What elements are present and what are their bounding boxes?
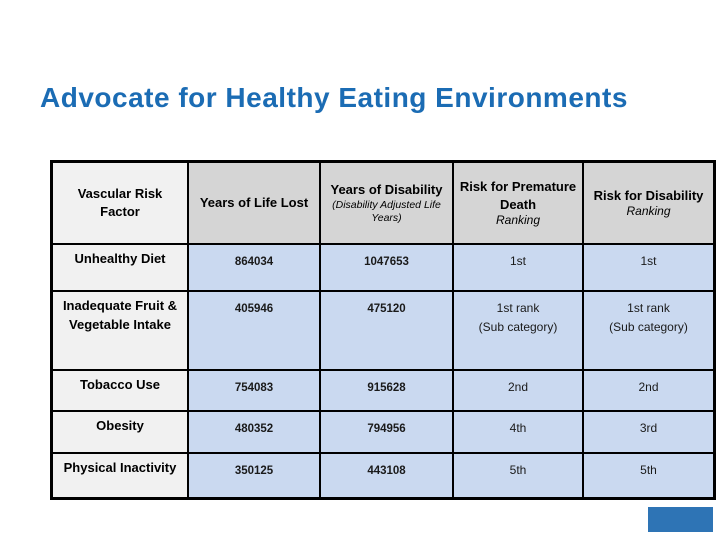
table-row-tobacco-use: Tobacco Use 754083 915628 2nd 2nd: [50, 369, 716, 412]
years-of-disability-value: 475120: [367, 303, 406, 315]
years-of-life-lost-value: 864034: [234, 256, 274, 268]
disability-ranking-cell: 2nd: [582, 369, 716, 412]
years-of-disability-cell: 475120: [319, 290, 454, 371]
factor-cell: Obesity: [50, 410, 189, 454]
table-row-inadequate-fruit-vegetable-intake: Inadequate Fruit & Vegetable Intake 4059…: [50, 290, 716, 371]
years-of-life-lost-cell: 754083: [187, 369, 321, 412]
years-of-life-lost-cell: 350125: [187, 452, 321, 500]
premature-death-ranking-cell: 2nd: [452, 369, 584, 412]
premature-death-ranking-value: 1st: [509, 254, 526, 268]
years-of-life-lost-cell: 405946: [187, 290, 321, 371]
premature-death-ranking-cell: 1st rank (Sub category): [452, 290, 584, 371]
years-of-disability-value: 915628: [367, 382, 406, 394]
premature-death-ranking-cell: 5th: [452, 452, 584, 500]
factor-cell: Tobacco Use: [50, 369, 189, 412]
header-label: Years of Life Lost: [199, 195, 309, 211]
slide-accent-bar: [648, 507, 713, 532]
header-label: Risk for Disability: [593, 187, 704, 203]
premature-death-ranking-value: 4th: [509, 421, 527, 435]
years-of-life-lost-cell: 864034: [187, 243, 321, 292]
factor-label: Physical Inactivity: [63, 460, 177, 475]
vascular-risk-table: Vascular Risk Factor Years of Life Lost …: [50, 160, 716, 500]
factor-label: Obesity: [96, 418, 144, 433]
factor-label: Inadequate Fruit & Vegetable Intake: [62, 298, 178, 332]
header-subnote: Ranking: [495, 213, 541, 228]
disability-ranking-cell: 3rd: [582, 410, 716, 454]
disability-ranking-cell: 1st: [582, 243, 716, 292]
years-of-disability-cell: 794956: [319, 410, 454, 454]
header-years-of-life-lost: Years of Life Lost: [187, 160, 321, 245]
premature-death-ranking-subnote: (Sub category): [478, 320, 558, 335]
years-of-life-lost-value: 350125: [234, 465, 274, 477]
years-of-life-lost-value: 480352: [234, 423, 274, 435]
years-of-disability-value: 1047653: [364, 256, 409, 268]
table-row-unhealthy-diet: Unhealthy Diet 864034 1047653 1st 1st: [50, 243, 716, 292]
slide-title: Advocate for Healthy Eating Environments: [40, 82, 628, 113]
disability-ranking-value: 1st rank: [627, 301, 670, 315]
disability-ranking-value: 1st: [640, 254, 657, 268]
header-years-of-disability: Years of Disability (Disability Adjusted…: [319, 160, 454, 245]
years-of-disability-cell: 915628: [319, 369, 454, 412]
disability-ranking-value: 3rd: [639, 421, 658, 435]
header-label: Years of Disability: [330, 182, 443, 198]
factor-cell: Inadequate Fruit & Vegetable Intake: [50, 290, 189, 371]
premature-death-ranking-cell: 4th: [452, 410, 584, 454]
header-vascular-risk-factor: Vascular Risk Factor: [50, 160, 189, 245]
table-row-physical-inactivity: Physical Inactivity 350125 443108 5th 5t…: [50, 452, 716, 500]
years-of-disability-value: 794956: [367, 423, 406, 435]
years-of-disability-cell: 1047653: [319, 243, 454, 292]
years-of-life-lost-value: 405946: [234, 303, 274, 315]
disability-ranking-value: 5th: [640, 463, 657, 477]
factor-label: Unhealthy Diet: [74, 251, 166, 266]
disability-ranking-value: 2nd: [638, 380, 659, 394]
premature-death-ranking-value: 2nd: [507, 380, 529, 394]
factor-cell: Physical Inactivity: [50, 452, 189, 500]
header-subnote: (Disability Adjusted Life Years): [332, 198, 441, 224]
premature-death-ranking-cell: 1st: [452, 243, 584, 292]
table-header-row: Vascular Risk Factor Years of Life Lost …: [50, 160, 716, 245]
header-risk-premature-death: Risk for Premature Death Ranking: [452, 160, 584, 245]
factor-label: Tobacco Use: [80, 377, 160, 392]
table-row-obesity: Obesity 480352 794956 4th 3rd: [50, 410, 716, 454]
header-subnote: Ranking: [626, 204, 671, 219]
years-of-life-lost-value: 754083: [234, 382, 274, 394]
years-of-disability-value: 443108: [367, 465, 406, 477]
premature-death-ranking-value: 1st rank: [496, 301, 540, 315]
header-risk-disability: Risk for Disability Ranking: [582, 160, 716, 245]
premature-death-ranking-value: 5th: [509, 463, 527, 477]
header-label: Vascular Risk Factor: [77, 186, 163, 219]
years-of-disability-cell: 443108: [319, 452, 454, 500]
disability-ranking-cell: 5th: [582, 452, 716, 500]
factor-cell: Unhealthy Diet: [50, 243, 189, 292]
years-of-life-lost-cell: 480352: [187, 410, 321, 454]
disability-ranking-cell: 1st rank (Sub category): [582, 290, 716, 371]
header-label: Risk for Premature Death: [459, 178, 577, 212]
disability-ranking-subnote: (Sub category): [609, 320, 688, 335]
